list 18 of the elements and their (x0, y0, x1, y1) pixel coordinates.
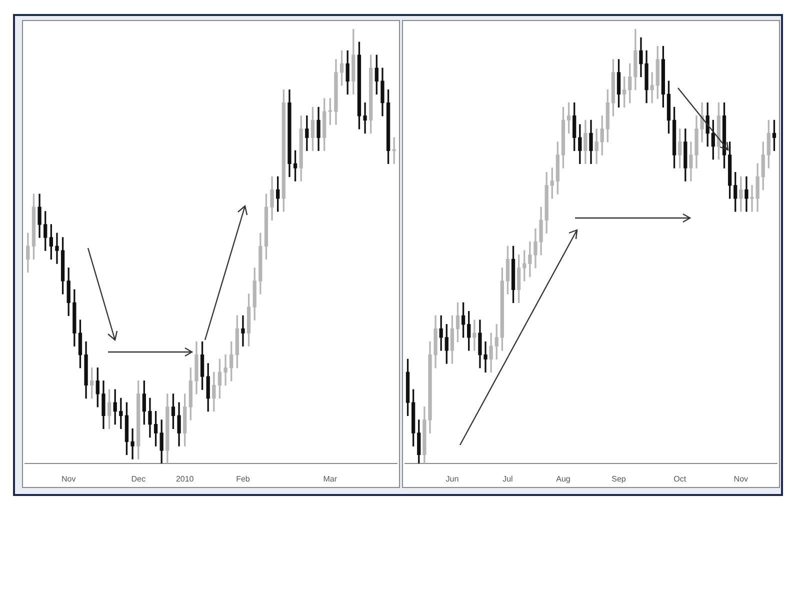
x-tick-label: Nov (61, 474, 76, 484)
x-tick-label: Jul (502, 474, 514, 484)
x-tick-label: Oct (674, 474, 687, 484)
x-tick-label: Mar (323, 474, 338, 484)
candlestick (130, 428, 134, 460)
x-tick-label: Aug (556, 474, 570, 484)
x-tick-label: 2010 (176, 474, 194, 484)
candlestick (363, 102, 367, 134)
candlestick (650, 72, 654, 104)
x-tick-label: Nov (734, 474, 748, 484)
x-tick-label: Feb (236, 474, 250, 484)
candlestick (224, 354, 228, 386)
candlestick (744, 176, 748, 212)
x-tick-label: Dec (131, 474, 146, 484)
candlestick (55, 232, 59, 264)
x-tick-label: Sep (612, 474, 626, 484)
candlestick (241, 315, 245, 346)
x-tick-label: Jun (446, 474, 459, 484)
